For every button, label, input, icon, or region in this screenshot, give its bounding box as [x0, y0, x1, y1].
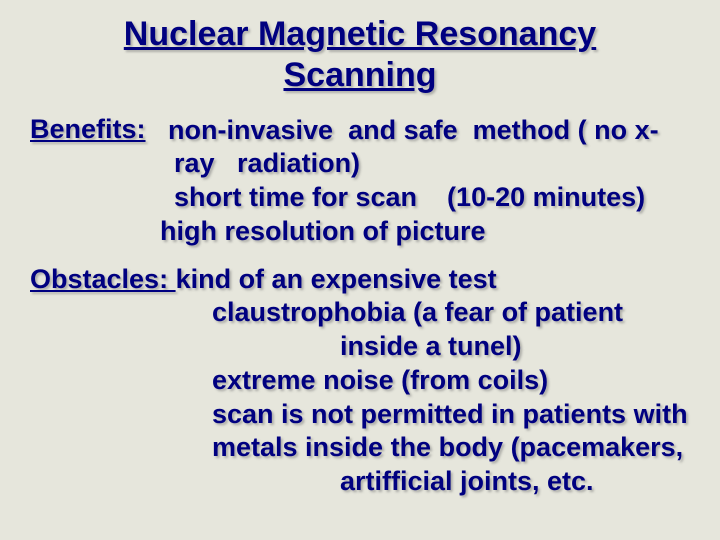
title-line-1: Nuclear Magnetic Resonancy: [124, 15, 596, 53]
benefits-line-1: non-invasive and safe method ( no x-: [146, 114, 659, 148]
slide-title: Nuclear Magnetic Resonancy Scanning: [30, 14, 690, 96]
obstacles-line-4: extreme noise (from coils): [30, 364, 690, 398]
benefits-line-4: high resolution of picture: [30, 215, 690, 249]
obstacles-line-2: claustrophobia (a fear of patient: [30, 296, 690, 330]
title-line-2: Scanning: [283, 56, 436, 94]
obstacles-line-5: scan is not permitted in patients with: [30, 398, 690, 432]
obstacles-line-7: artifficial joints, etc.: [30, 465, 690, 499]
obstacles-label: Obstacles:: [30, 264, 176, 294]
benefits-line-3: short time for scan (10-20 minutes): [30, 181, 690, 215]
obstacles-section: Obstacles: kind of an expensive test cla…: [30, 263, 690, 499]
obstacles-line-6: metals inside the body (pacemakers,: [30, 431, 690, 465]
benefits-label: Benefits:: [30, 114, 146, 145]
benefits-line-2: ray radiation): [30, 147, 690, 181]
benefits-section: Benefits: non-invasive and safe method (…: [30, 114, 690, 249]
obstacles-line-1: kind of an expensive test: [176, 264, 497, 294]
obstacles-line-3: inside a tunel): [30, 330, 690, 364]
